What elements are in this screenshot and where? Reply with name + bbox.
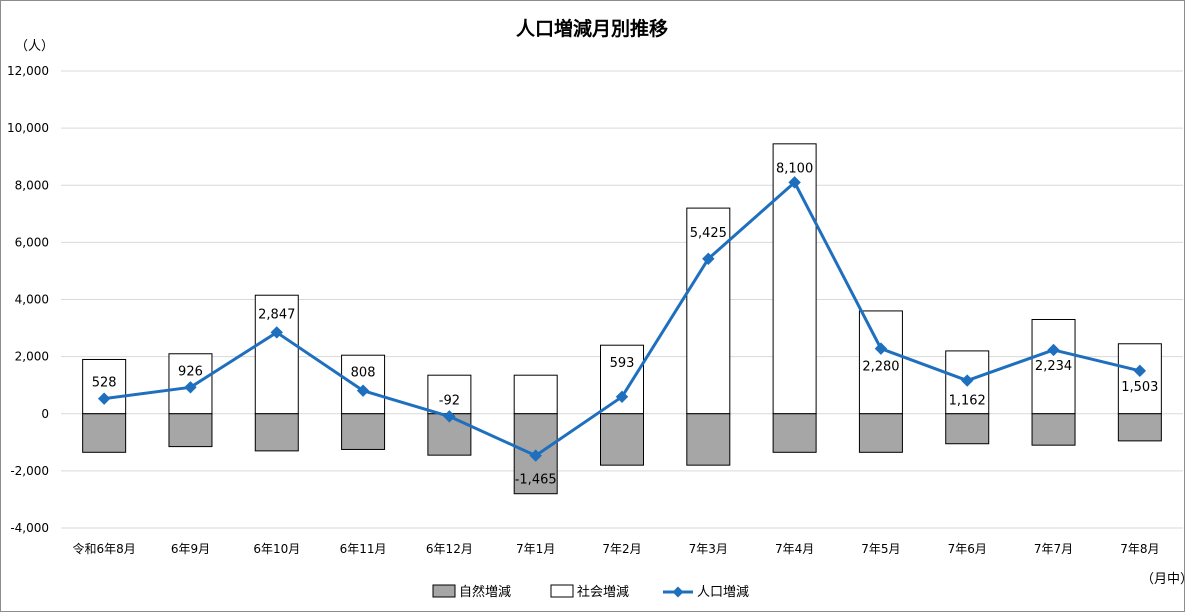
x-tick-label: 6年11月	[340, 542, 387, 556]
population-change-point	[1047, 343, 1060, 357]
social-change-bar	[1117, 343, 1162, 415]
y-tick-label: 12,000	[7, 64, 49, 78]
population-change-point	[97, 392, 111, 405]
population-change-point	[1133, 364, 1147, 378]
y-tick-label: 4,000	[15, 293, 49, 307]
legend-label-population: 人口増減	[697, 584, 749, 600]
natural-change-bar	[1031, 413, 1076, 446]
population-change-point	[615, 390, 629, 404]
data-label: 2,280	[862, 360, 899, 375]
data-label: 2,234	[1035, 359, 1072, 374]
natural-change-bar	[858, 413, 903, 453]
natural-change-bar	[341, 413, 386, 450]
data-label: -92	[439, 393, 460, 408]
legend-swatch-natural	[432, 584, 456, 598]
x-tick-label: 7年5月	[861, 542, 900, 556]
population-change-point	[184, 381, 197, 394]
period-label: （月中）	[1141, 572, 1184, 587]
x-tick-label: 7年6月	[948, 542, 987, 556]
population-change-point	[529, 449, 542, 462]
data-label: 528	[92, 376, 117, 391]
data-label: -1,465	[515, 473, 557, 488]
legend-label-social: 社会増減	[577, 584, 629, 600]
y-tick-label: 10,000	[7, 121, 49, 135]
social-change-bar	[513, 374, 558, 415]
natural-change-bar	[254, 413, 299, 452]
x-tick-label: 7年4月	[775, 542, 814, 556]
data-label: 593	[610, 356, 635, 371]
natural-change-bar	[772, 413, 817, 453]
natural-change-bar	[600, 413, 644, 466]
y-tick-label: -2,000	[10, 464, 49, 478]
population-change-point	[874, 342, 888, 355]
y-tick-label: 2,000	[15, 350, 49, 364]
natural-change-bar	[82, 413, 127, 453]
natural-change-bar	[427, 413, 472, 456]
legend-label-natural: 自然増減	[459, 584, 511, 600]
x-tick-label: 7年2月	[602, 542, 641, 556]
population-change-point	[356, 384, 370, 397]
legend-swatch-social	[550, 584, 574, 598]
natural-change-bar	[1117, 413, 1162, 442]
data-label: 5,425	[690, 226, 727, 241]
natural-change-bar	[945, 413, 990, 445]
social-change-bar	[686, 207, 731, 415]
y-axis-unit: （人）	[15, 39, 54, 54]
population-change-point	[702, 252, 715, 266]
chart-title: 人口増減月別推移	[516, 17, 668, 40]
y-tick-label: 8,000	[15, 178, 49, 192]
data-label: 8,100	[776, 161, 813, 176]
x-tick-label: 7年7月	[1034, 542, 1073, 556]
population-change-point	[788, 176, 801, 189]
data-label: 2,847	[258, 307, 295, 322]
data-label: 926	[178, 364, 203, 379]
y-tick-label: -4,000	[10, 521, 49, 535]
legend-marker-population	[672, 586, 684, 598]
x-tick-label: 6年9月	[171, 542, 210, 556]
x-tick-label: 6年10月	[253, 542, 300, 556]
data-label: 1,503	[1121, 380, 1158, 395]
legend: 自然増減 社会増減 人口増減	[432, 584, 749, 600]
x-tick-label: 6年12月	[426, 542, 473, 556]
social-change-bar	[1031, 318, 1076, 415]
data-label: 808	[351, 366, 376, 381]
y-tick-label: 6,000	[15, 235, 49, 249]
population-change-point	[443, 410, 456, 423]
population-change-point	[961, 374, 974, 387]
social-change-bar	[858, 310, 903, 415]
social-change-bar	[772, 143, 817, 415]
x-tick-label: 7年1月	[516, 542, 555, 556]
natural-change-bar	[686, 413, 731, 466]
population-change-point	[270, 326, 283, 339]
x-tick-label: 7年3月	[689, 542, 728, 556]
data-label: 1,162	[949, 394, 986, 409]
x-tick-label: 7年8月	[1120, 542, 1159, 556]
y-tick-label: 0	[41, 407, 49, 421]
x-tick-label: 令和6年8月	[73, 541, 136, 556]
natural-change-bar	[168, 413, 213, 448]
